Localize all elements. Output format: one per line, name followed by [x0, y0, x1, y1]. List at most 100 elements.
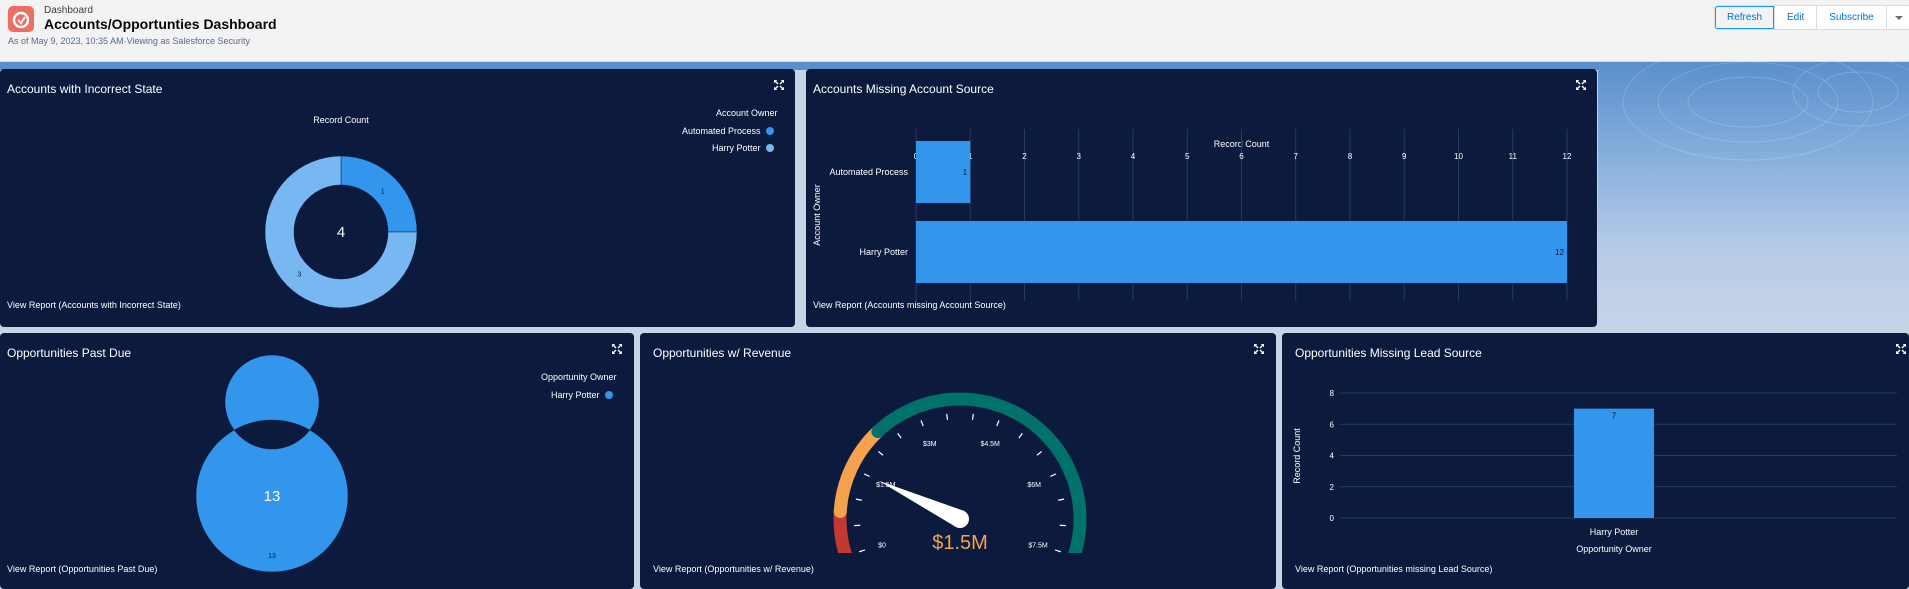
tick-label: 10: [1454, 152, 1463, 161]
panel-title: Accounts Missing Account Source: [813, 82, 994, 96]
expand-icon[interactable]: [1576, 80, 1586, 90]
more-actions-button[interactable]: [1887, 6, 1909, 29]
gauge-tick: [996, 420, 1000, 427]
donut-slice: [340, 155, 418, 233]
bar-data-label: 12: [1555, 248, 1564, 257]
donut-total: 13: [264, 488, 281, 505]
tick-label: 4: [1330, 452, 1335, 461]
donut-slice: [264, 155, 418, 309]
gauge-tick-label: $3M: [923, 441, 937, 448]
legend-swatch: [604, 391, 613, 399]
donut-slice: [195, 354, 349, 573]
breadcrumb[interactable]: Dashboard: [44, 5, 93, 16]
x-axis-label: Opportunity Owner: [1576, 544, 1652, 554]
donut-total: 4: [337, 224, 345, 241]
expand-icon[interactable]: [1896, 344, 1906, 354]
dashboard-header: Dashboard Accounts/Opportunties Dashboar…: [0, 0, 1909, 62]
y-axis-label: Record Count: [1292, 428, 1302, 484]
gauge-tick-label: $1.5M: [876, 482, 896, 489]
gauge-tick: [855, 498, 862, 501]
tick-label: 9: [1402, 152, 1407, 161]
legend-item-harry-potter[interactable]: Harry Potter: [551, 390, 613, 400]
legend-title: Account Owner: [716, 108, 778, 118]
expand-icon[interactable]: [1254, 344, 1264, 354]
refresh-button[interactable]: Refresh: [1715, 6, 1776, 29]
horizontal-bar-chart: Record Count0123456789101112Account Owne…: [812, 129, 1572, 301]
header-button-group: Refresh Edit Subscribe: [1714, 5, 1909, 30]
legend-label: Harry Potter: [712, 143, 761, 153]
page-title: Accounts/Opportunties Dashboard: [44, 16, 277, 32]
category-label: Harry Potter: [859, 247, 908, 257]
panel-accounts-incorrect-state: Accounts with Incorrect State Record Cou…: [0, 69, 795, 327]
bar: [1574, 408, 1654, 518]
expand-icon[interactable]: [612, 344, 622, 354]
tick-label: 12: [1563, 152, 1572, 161]
tick-label: 6: [1330, 420, 1335, 429]
gauge-tick: [920, 420, 924, 427]
gauge-tick: [859, 549, 866, 553]
panel-title: Accounts with Incorrect State: [7, 82, 163, 96]
gauge-tick: [1036, 450, 1043, 456]
panel-opportunities-past-due: Opportunities Past Due Record Count1313 …: [0, 333, 634, 589]
as-of-subtitle: As of May 9, 2023, 10:35 AM·Viewing as S…: [8, 36, 250, 46]
expand-icon[interactable]: [774, 80, 784, 90]
tick-label: 11: [1509, 152, 1518, 161]
view-report-link[interactable]: View Report (Accounts with Incorrect Sta…: [7, 300, 181, 310]
y-axis-label: Account Owner: [812, 184, 822, 246]
bar-data-label: 7: [1612, 412, 1617, 421]
chevron-down-icon: [1894, 16, 1903, 20]
tick-label: 2: [1330, 483, 1335, 492]
legend-swatch: [765, 127, 774, 135]
tick-label: 8: [1330, 389, 1335, 398]
panel-title: Opportunities w/ Revenue: [653, 346, 792, 360]
edit-button[interactable]: Edit: [1775, 6, 1818, 29]
gauge-tick: [1050, 473, 1057, 477]
gauge-chart: $0 $1.5M $3M $4.5M $6M $7.5M $1.5M: [833, 392, 1087, 553]
panel-title: Opportunities Missing Lead Source: [1295, 346, 1482, 360]
legend-swatch: [765, 144, 774, 152]
slice-data-label: 13: [268, 553, 276, 560]
view-report-link[interactable]: View Report (Opportunities w/ Revenue): [653, 564, 814, 574]
panel-opportunities-missing-lead: Opportunities Missing Lead Source 0 2 4 6 8 R…: [1282, 333, 1909, 589]
view-report-link[interactable]: View Report (Accounts missing Account So…: [813, 300, 1006, 310]
legend-title: Opportunity Owner: [541, 372, 617, 382]
panel-title: Opportunities Past Due: [7, 346, 132, 360]
gauge-band: [871, 392, 1087, 553]
background-art: [1598, 43, 1909, 330]
tick-label: 0: [1330, 514, 1335, 523]
gauge-needle-hub: [951, 510, 969, 528]
bar-data-label: 1: [963, 168, 968, 177]
gauge-tick: [1018, 432, 1023, 439]
legend-label: Automated Process: [682, 126, 761, 136]
tick-label: 1: [968, 152, 973, 161]
gauge-tick: [946, 413, 949, 420]
category-label: Automated Process: [829, 167, 908, 177]
tick-label: 5: [1185, 152, 1190, 161]
legend-item-automated-process[interactable]: Automated Process: [682, 126, 774, 136]
category-label: Harry Potter: [1590, 527, 1639, 537]
gauge-tick-label: $6M: [1027, 482, 1041, 489]
view-report-link[interactable]: View Report (Opportunities Past Due): [7, 564, 158, 574]
chart-title: Record Count: [313, 115, 369, 125]
gauge-tick: [971, 413, 974, 420]
tick-label: 4: [1131, 152, 1136, 161]
dashboard-gauge-icon: [8, 6, 34, 32]
view-report-link[interactable]: View Report (Opportunities missing Lead …: [1295, 564, 1493, 574]
gauge-tick-label: $0: [878, 542, 886, 549]
bar: [916, 221, 1567, 283]
legend-label: Harry Potter: [551, 390, 600, 400]
gauge-band: [833, 425, 885, 518]
vertical-bar-chart: 0 2 4 6 8 Record Count 7 Harry Potter Opportunit…: [1292, 389, 1897, 554]
tick-label: 7: [1294, 152, 1299, 161]
gauge-tick: [863, 473, 870, 477]
gauge-tick: [897, 432, 902, 439]
tick-label: 3: [1077, 152, 1082, 161]
legend-item-harry-potter[interactable]: Harry Potter: [712, 143, 774, 153]
subscribe-button[interactable]: Subscribe: [1817, 6, 1887, 29]
donut-chart: Record Count1313: [195, 354, 349, 573]
gauge-tick-label: $4.5M: [980, 441, 1000, 448]
tick-label: 6: [1239, 152, 1244, 161]
gauge-tick: [1058, 498, 1065, 501]
gauge-tick-label: $7.5M: [1028, 542, 1048, 549]
gauge-tick: [1054, 549, 1061, 553]
